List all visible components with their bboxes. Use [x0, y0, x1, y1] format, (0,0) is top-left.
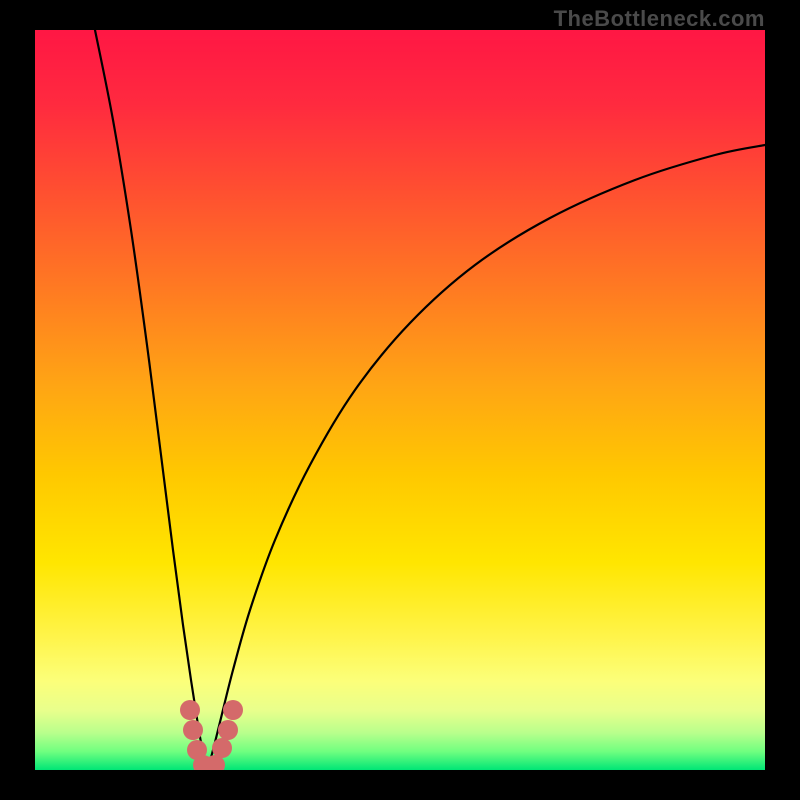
- bottleneck-curve: [95, 30, 765, 770]
- data-marker: [218, 720, 238, 740]
- curve-layer: [35, 30, 765, 770]
- data-marker: [223, 700, 243, 720]
- data-marker: [180, 700, 200, 720]
- data-marker: [212, 738, 232, 758]
- data-markers: [180, 700, 243, 770]
- plot-area: [35, 30, 765, 770]
- watermark-text: TheBottleneck.com: [554, 6, 765, 32]
- chart-container: TheBottleneck.com: [0, 0, 800, 800]
- data-marker: [183, 720, 203, 740]
